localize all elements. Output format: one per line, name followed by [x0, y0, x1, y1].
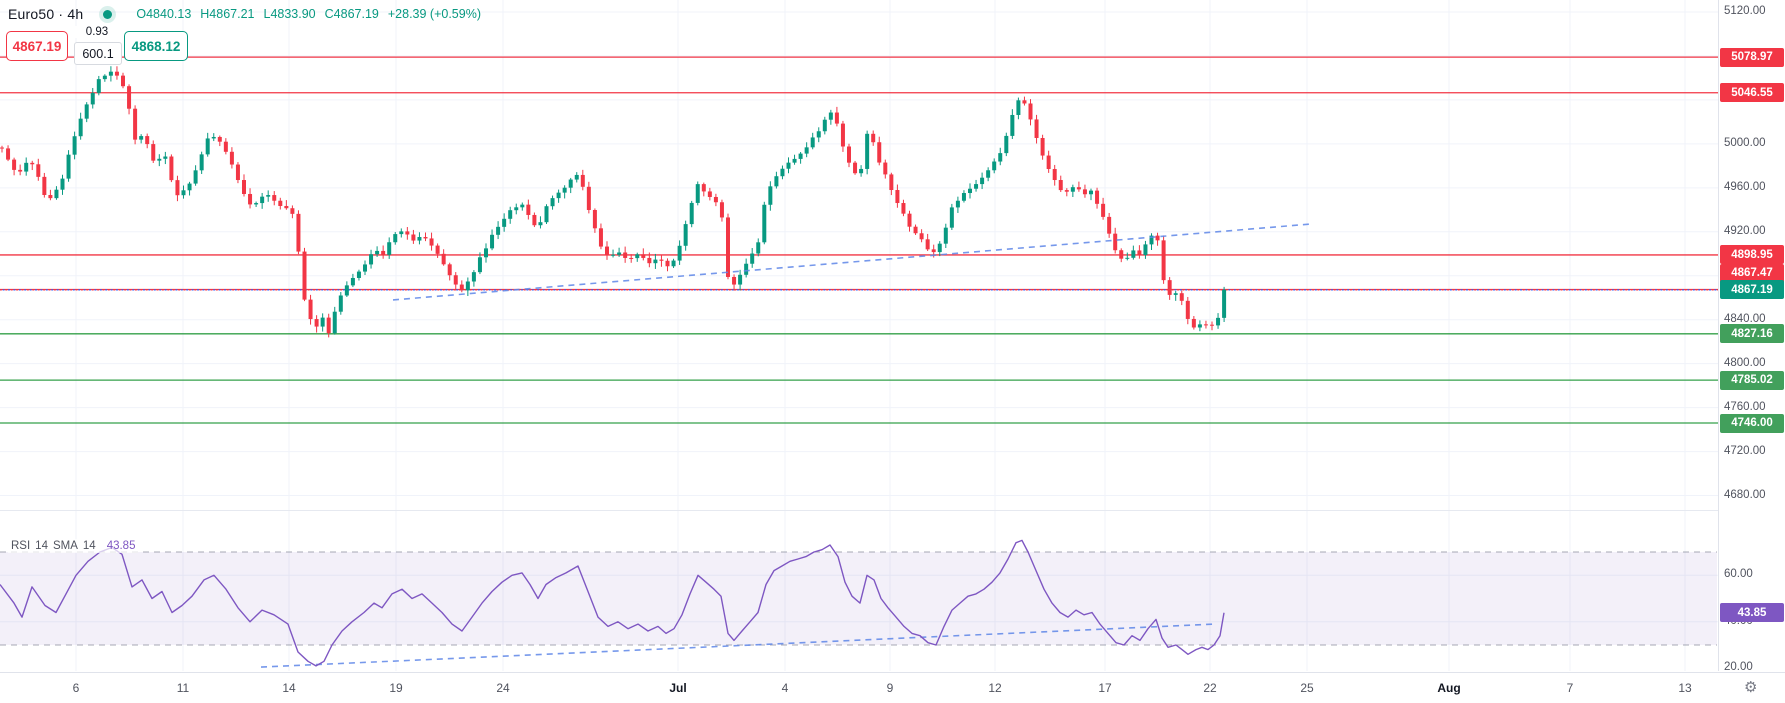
date-label: 24: [496, 681, 510, 695]
price-tick-label: 60.00: [1724, 568, 1753, 581]
rsi-current-value: 43.85: [106, 540, 136, 552]
date-label: 12: [988, 681, 1002, 695]
ohlc-readout: O4840.13 H4867.21 L4833.90 C4867.19 +28.…: [136, 7, 481, 21]
price-level-label: 4898.95: [1720, 245, 1784, 265]
date-label: 17: [1098, 681, 1112, 695]
price-level-label: 4827.16: [1720, 324, 1784, 344]
date-label: 11: [176, 681, 190, 695]
date-label: 22: [1203, 681, 1217, 695]
rsi-length: 14: [35, 540, 48, 552]
ohlc-change: +28.39 (+0.59%): [387, 7, 481, 21]
time-axis[interactable]: ⚙ 6 11 14 19 24 Jul 4 9 12 17 22 25 Aug 7 13: [0, 672, 1785, 703]
date-label: Jul: [669, 681, 687, 695]
price-tick-label: 5120.00: [1724, 5, 1766, 17]
rsi-ma-name: SMA: [52, 540, 78, 552]
price-tick-label: 4920.00: [1724, 224, 1766, 237]
date-label: 9: [886, 681, 894, 695]
date-label: Aug: [1437, 681, 1461, 695]
buy-button[interactable]: 4868.12: [124, 31, 188, 61]
price-tick-label: 4680.00: [1724, 488, 1766, 501]
gear-icon[interactable]: ⚙: [1744, 679, 1758, 696]
rsi-legend: RSI 14 SMA 14 43.85: [8, 539, 139, 553]
rsi-band: [0, 552, 1717, 645]
price-tick-label: 4840.00: [1724, 312, 1766, 325]
price-level-label: 4785.02: [1720, 370, 1784, 390]
price-tick-label: 4720.00: [1724, 444, 1766, 457]
rsi-indicator-name: RSI: [11, 540, 31, 552]
rsi-value-label: 43.85: [1720, 603, 1784, 623]
price-level-label: 4867.47: [1720, 263, 1784, 283]
rsi-line: [0, 539, 1225, 667]
candles: [0, 66, 1227, 338]
date-label: 19: [389, 681, 403, 695]
sell-button[interactable]: 4867.19: [6, 31, 68, 61]
symbol-title: Euro50 · 4h: [8, 6, 84, 22]
spread-value: 0.93: [72, 26, 122, 38]
date-label: 6: [72, 681, 80, 695]
date-label: 7: [1566, 681, 1574, 695]
date-label: 13: [1678, 681, 1692, 695]
price-tick-label: 5000.00: [1724, 136, 1766, 149]
price-tick-label: 4800.00: [1724, 356, 1766, 369]
trendline: [392, 223, 1311, 301]
rsi-ma-length: 14: [82, 540, 96, 552]
ohlc-close: C4867.19: [324, 7, 379, 21]
symbol-legend: Euro50 · 4h O4840.13 H4867.21 L4833.90 C…: [8, 5, 481, 23]
price-tick-label: 4760.00: [1724, 400, 1766, 413]
ohlc-open: O4840.13: [136, 7, 192, 21]
ohlc-high: H4867.21: [200, 7, 255, 21]
date-label: 14: [282, 681, 296, 695]
price-axis[interactable]: 5120.005040.005000.004960.004920.004840.…: [1718, 0, 1785, 674]
price-level-label: 5078.97: [1720, 47, 1784, 67]
price-level-label: 4746.00: [1720, 413, 1784, 433]
price-tick-label: 20.00: [1724, 661, 1753, 674]
price-level-label: 5046.55: [1720, 83, 1784, 103]
pane-divider[interactable]: [0, 510, 1785, 511]
date-label: 25: [1300, 681, 1314, 695]
lot-size-field[interactable]: 600.1: [74, 42, 122, 65]
market-status-dot: [103, 9, 113, 19]
trendline: [260, 623, 1216, 668]
price-level-label: 4867.19: [1720, 280, 1784, 300]
date-label: 4: [781, 681, 789, 695]
ohlc-low: L4833.90: [263, 7, 316, 21]
price-tick-label: 4960.00: [1724, 180, 1766, 193]
